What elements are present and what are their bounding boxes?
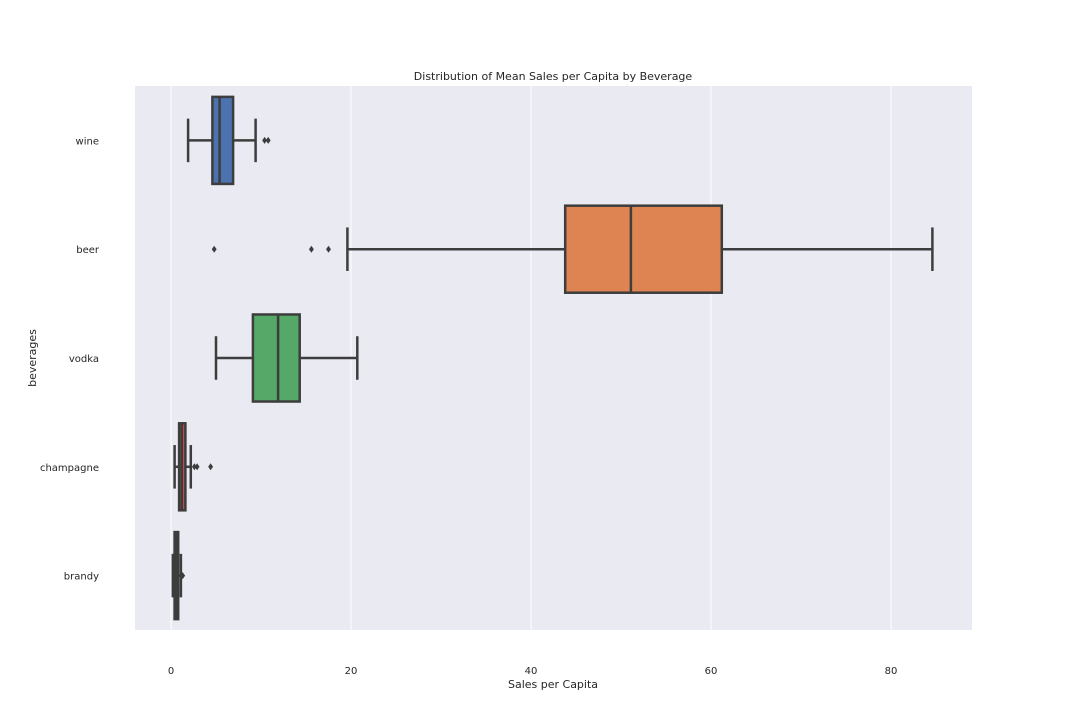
y-axis-label: beverages bbox=[26, 329, 39, 387]
x-tick-label: 20 bbox=[345, 666, 358, 677]
outlier-point bbox=[308, 245, 314, 253]
y-category-label: wine bbox=[76, 136, 99, 147]
outlier-point bbox=[194, 463, 200, 471]
x-tick-labels: 0 20 40 60 80 bbox=[168, 666, 898, 677]
boxes-layer bbox=[171, 95, 934, 621]
x-tick-label: 40 bbox=[525, 666, 538, 677]
outlier-point bbox=[211, 245, 217, 253]
box-champagne bbox=[173, 422, 214, 512]
iqr-box bbox=[211, 95, 235, 186]
x-axis-label: Sales per Capita bbox=[508, 678, 598, 691]
y-category-label: champagne bbox=[40, 463, 99, 474]
outlier-point bbox=[265, 136, 271, 144]
outlier-point bbox=[326, 245, 331, 253]
chart-title: Distribution of Mean Sales per Capita by… bbox=[414, 70, 693, 83]
x-tick-label: 0 bbox=[168, 666, 174, 677]
iqr-box bbox=[251, 313, 301, 403]
box-vodka bbox=[214, 313, 359, 403]
box-beer bbox=[211, 204, 934, 294]
y-category-label: brandy bbox=[64, 572, 99, 583]
outlier-point bbox=[262, 136, 268, 144]
outlier-point bbox=[180, 572, 186, 580]
outlier-point bbox=[208, 463, 214, 471]
y-category-label: beer bbox=[76, 245, 100, 256]
x-tick-label: 60 bbox=[705, 666, 718, 677]
outlier-point bbox=[191, 463, 197, 471]
box-brandy bbox=[171, 530, 186, 621]
y-category-label: vodka bbox=[69, 354, 99, 365]
y-category-labels: wine beer vodka champagne brandy bbox=[40, 136, 100, 582]
x-tick-label: 80 bbox=[885, 666, 898, 677]
box-wine bbox=[186, 95, 271, 186]
iqr-box bbox=[563, 204, 724, 294]
